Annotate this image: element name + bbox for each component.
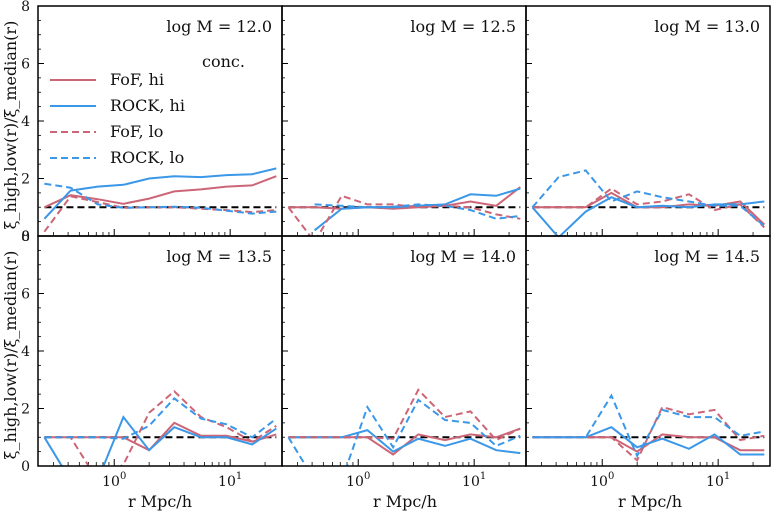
series-line-fof-lo	[287, 194, 521, 236]
panel-frame	[525, 5, 771, 237]
x-axis-label-1: r Mpc/h	[128, 492, 192, 511]
x-tick-label: 100	[102, 471, 126, 490]
x-tick-label: 101	[218, 471, 242, 490]
x-tick-label: 101	[462, 471, 486, 490]
series-line-rock-lo	[287, 398, 521, 466]
panel-frame	[37, 5, 283, 237]
panel-6: 100 101 log M = 14.5	[525, 235, 771, 490]
series-line-rock-lo	[532, 393, 765, 459]
series-line-rock-hi	[313, 187, 521, 232]
series-line-rock-hi	[288, 428, 521, 455]
panel-4: 0 2 4 6 8 100 101 log M = 13.5	[21, 229, 283, 490]
panel-frame	[281, 235, 527, 467]
panel-3: log M = 13.0	[525, 5, 771, 237]
panel-title: log M = 12.5	[410, 17, 516, 36]
y-tick-label: 6	[21, 57, 30, 73]
x-tick-label: 100	[346, 471, 370, 490]
series-line-fof-lo	[43, 195, 277, 233]
y-tick-label: 0	[21, 459, 30, 475]
y-tick-label: 2	[21, 172, 30, 188]
y-tick-label: 6	[21, 287, 30, 303]
series-line-fof-lo	[288, 388, 521, 442]
panel-title: log M = 14.0	[410, 247, 516, 266]
legend-title: conc.	[202, 52, 245, 71]
y-tick-label: 0	[21, 229, 30, 245]
series-line-rock-hi	[531, 196, 765, 236]
series-line-rock-lo	[531, 169, 765, 227]
y-tick-label: 4	[21, 344, 30, 360]
x-tick-label: 101	[706, 471, 730, 490]
legend-entry: ROCK, hi	[110, 96, 185, 115]
series-line-rock-lo	[314, 203, 521, 220]
x-axis-label-2: r Mpc/h	[373, 492, 437, 511]
series-line-rock-lo	[44, 397, 277, 440]
panel-title: log M = 13.5	[166, 247, 272, 266]
series-line-fof-hi	[43, 175, 277, 209]
series-line-rock-hi	[43, 167, 277, 220]
x-axis-label-3: r Mpc/h	[618, 492, 682, 511]
panel-frame	[525, 235, 771, 467]
y-tick-label: 2	[21, 402, 30, 418]
series-line-rock-hi	[43, 415, 277, 466]
series-line-rock-hi	[532, 426, 765, 456]
series-line-fof-lo	[532, 187, 765, 229]
x-tick-label: 100	[590, 471, 614, 490]
legend-entry: ROCK, lo	[110, 148, 184, 167]
series-line-fof-hi	[532, 191, 765, 226]
legend: conc. FoF, hi ROCK, hi FoF, lo ROCK, lo	[50, 52, 245, 167]
series-line-fof-hi	[288, 427, 521, 456]
panel-title: log M = 12.0	[166, 17, 272, 36]
y-tick-label: 8	[21, 0, 30, 15]
panels-layer: 0 2 4 6 8 log M = 12.0 log M = 12.5 log M = 13.…	[21, 0, 771, 490]
y-tick-label: 4	[21, 114, 30, 130]
y-tick-label: 8	[21, 229, 30, 245]
panel-2: log M = 12.5	[281, 5, 527, 237]
panel-frame	[281, 5, 527, 237]
legend-entry: FoF, hi	[110, 70, 164, 89]
legend-entry: FoF, lo	[110, 122, 163, 141]
panel-frame	[37, 235, 283, 467]
y-axis-label-top: ξ_high,low(r)/ξ_median(r)	[1, 21, 20, 230]
panel-title: log M = 13.0	[654, 17, 760, 36]
series-line-fof-lo	[44, 389, 277, 466]
series-line-rock-lo	[44, 182, 277, 215]
series-line-fof-hi	[288, 186, 521, 210]
panel-5: 100 101 log M = 14.0	[281, 235, 527, 490]
panel-title: log M = 14.5	[654, 247, 760, 266]
y-axis-label-bottom: ξ_high,low(r)/ξ_median(r)	[1, 251, 20, 460]
